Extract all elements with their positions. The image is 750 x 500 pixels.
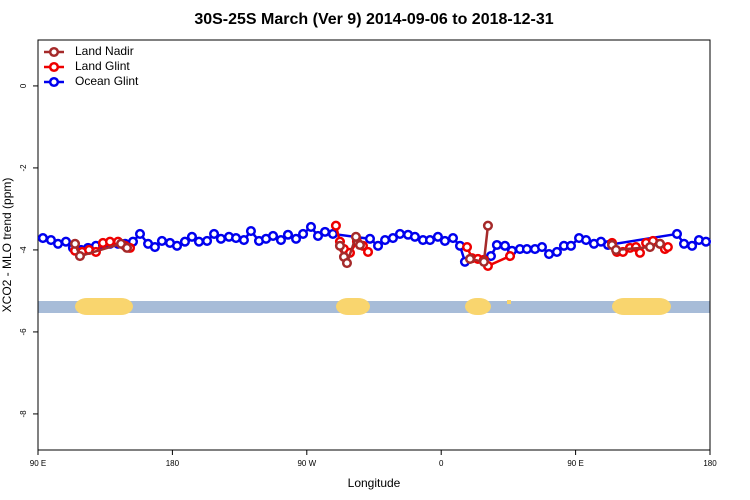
data-point	[678, 238, 690, 249]
data-point	[499, 240, 511, 251]
data-point	[662, 242, 673, 253]
data-point	[671, 228, 683, 239]
data-point	[644, 242, 656, 253]
data-point	[215, 233, 226, 244]
data-point	[687, 240, 698, 251]
data-point	[350, 231, 361, 242]
data-point	[565, 240, 577, 251]
y-tick-label: 0	[19, 83, 28, 88]
data-point	[439, 235, 450, 246]
x-tick-label: 180	[166, 459, 180, 468]
data-point	[37, 232, 48, 244]
data-point	[581, 235, 592, 246]
data-point	[268, 230, 279, 242]
data-point	[536, 242, 548, 253]
data-point	[74, 251, 86, 262]
data-point	[491, 239, 502, 251]
data-point	[282, 229, 294, 240]
data-point	[69, 238, 81, 249]
y-tick-label: -6	[19, 328, 28, 336]
land-band	[75, 298, 133, 315]
data-point	[171, 240, 183, 251]
legend-label: Ocean Glint	[75, 74, 139, 88]
data-point	[312, 230, 324, 242]
data-point	[482, 220, 493, 231]
x-tick-label: 180	[703, 459, 717, 468]
data-point	[149, 242, 160, 253]
x-tick-label: 90 E	[30, 459, 46, 468]
ocean-band	[38, 301, 710, 313]
x-tick-label: 90 W	[297, 459, 316, 468]
data-point	[121, 242, 133, 253]
data-point	[134, 228, 146, 239]
land-band	[612, 298, 671, 315]
data-point	[305, 221, 317, 233]
data-point	[298, 228, 309, 239]
data-point	[354, 239, 366, 251]
data-point	[611, 244, 622, 255]
data-point	[424, 235, 436, 246]
data-point	[245, 226, 256, 237]
land-band	[336, 298, 370, 315]
data-point	[551, 246, 562, 258]
data-point	[330, 220, 341, 231]
data-point	[634, 247, 646, 258]
data-point	[60, 236, 71, 247]
data-point	[464, 253, 476, 264]
plot-frame	[37, 39, 711, 451]
data-point	[327, 228, 338, 239]
data-point	[341, 257, 353, 269]
land-ocean-band	[38, 298, 710, 315]
land-band	[507, 300, 511, 304]
data-point	[543, 248, 555, 260]
data-point	[186, 231, 198, 242]
data-point	[409, 231, 420, 242]
data-point	[521, 244, 532, 255]
data-point	[461, 242, 473, 253]
y-tick-label: -4	[19, 246, 28, 254]
data-point	[156, 235, 167, 246]
data-point	[52, 238, 64, 249]
legend-marker	[48, 76, 60, 88]
data-point	[179, 236, 190, 247]
data-point	[362, 246, 374, 258]
data-point	[432, 231, 443, 242]
data-point	[275, 235, 287, 246]
y-tick-label: -2	[19, 164, 28, 172]
data-point	[209, 228, 220, 239]
y-axis-label: XCO2 - MLO trend (ppm)	[0, 178, 14, 313]
legend-marker	[48, 46, 60, 58]
data-point	[364, 233, 376, 244]
land-band	[465, 298, 491, 315]
legend-label: Land Nadir	[75, 44, 134, 58]
data-point	[394, 228, 406, 239]
data-point	[478, 256, 489, 267]
data-point	[290, 233, 302, 244]
x-axis-label: Longitude	[348, 476, 401, 490]
legend-marker	[48, 61, 60, 73]
data-point	[201, 235, 213, 246]
data-point	[319, 226, 331, 237]
chart-title: 30S-25S March (Ver 9) 2014-09-06 to 2018…	[194, 11, 553, 28]
legend-label: Land Glint	[75, 59, 130, 73]
data-point	[230, 232, 242, 244]
y-tick-label: -8	[19, 410, 28, 418]
data-point	[654, 238, 666, 249]
data-point	[380, 235, 391, 246]
x-tick-label: 90 E	[567, 459, 583, 468]
data-point	[238, 235, 249, 246]
data-point	[387, 232, 399, 244]
x-tick-label: 0	[439, 459, 444, 468]
data-point	[447, 232, 459, 244]
data-point	[372, 240, 384, 251]
data-point	[504, 251, 516, 262]
data-point	[104, 236, 116, 247]
data-point	[334, 240, 346, 251]
data-point	[700, 236, 712, 247]
data-point	[193, 236, 205, 247]
series-line	[74, 225, 669, 268]
